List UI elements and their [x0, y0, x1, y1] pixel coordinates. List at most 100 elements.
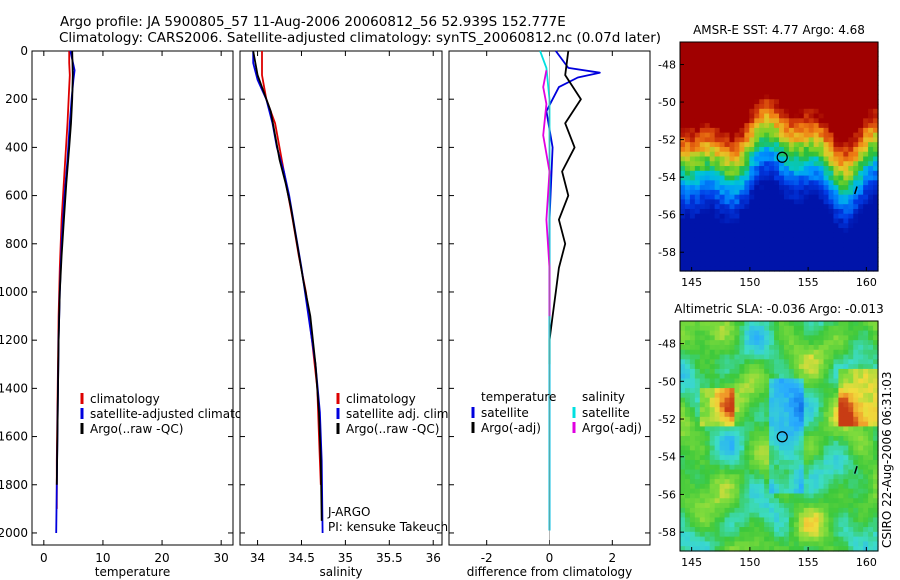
map-cell	[774, 527, 780, 533]
map-cell	[694, 392, 701, 399]
map-cell	[873, 512, 879, 519]
map-cell	[754, 402, 760, 408]
map-cell	[749, 151, 755, 158]
map-cell	[863, 237, 869, 243]
map-cell	[684, 507, 691, 514]
map-cell	[838, 330, 844, 336]
map-cell	[779, 436, 785, 442]
map-cell	[714, 488, 721, 495]
map-cell	[793, 474, 800, 480]
map-cell	[724, 488, 731, 495]
map-cell	[843, 189, 849, 196]
map-cell	[680, 445, 686, 451]
map-cell	[838, 488, 844, 495]
map-cell	[788, 378, 795, 384]
map-cell	[853, 142, 859, 148]
map-cell	[764, 402, 770, 408]
map-cell	[769, 218, 775, 224]
map-cell	[754, 75, 760, 81]
map-cell	[873, 204, 879, 210]
map-cell	[813, 364, 820, 370]
map-cell	[709, 104, 716, 110]
map-cell	[724, 142, 731, 148]
map-cell	[779, 251, 785, 258]
map-cell	[779, 108, 785, 115]
map-cell	[838, 228, 844, 234]
map-cell	[779, 421, 785, 428]
map-cell	[788, 156, 795, 162]
map-cell	[823, 146, 830, 153]
map-cell	[704, 392, 711, 399]
map-cell	[793, 503, 800, 509]
map-cell	[739, 204, 745, 210]
map-y-tick-label: -48	[658, 59, 676, 72]
map-cell	[764, 137, 770, 143]
map-cell	[788, 503, 795, 509]
map-cell	[818, 536, 825, 543]
map-cell	[853, 459, 859, 466]
map-cell	[680, 483, 686, 490]
map-cell	[848, 483, 854, 490]
map-cell	[749, 426, 755, 432]
map-cell	[793, 46, 800, 53]
map-cell	[744, 151, 750, 158]
map-cell	[793, 383, 800, 389]
map-cell	[734, 388, 740, 394]
map-cell	[699, 531, 706, 538]
map-cell	[719, 459, 726, 466]
map-cell	[848, 232, 854, 239]
map-cell	[774, 175, 780, 181]
map-cell	[808, 75, 815, 81]
map-cell	[818, 132, 825, 139]
map-cell	[833, 180, 839, 186]
map-cell	[739, 421, 745, 428]
map-cell	[764, 522, 770, 528]
map-cell	[714, 364, 721, 370]
map-cell	[724, 354, 731, 360]
map-cell	[828, 170, 835, 177]
map-cell	[689, 373, 696, 380]
map-cell	[798, 266, 805, 272]
map-cell	[744, 51, 750, 57]
map-cell	[863, 426, 869, 432]
map-cell	[754, 123, 760, 129]
map-cell	[818, 180, 825, 186]
map-cell	[709, 541, 716, 547]
map-cell	[744, 522, 750, 528]
map-cell	[769, 237, 775, 243]
map-cell	[808, 104, 815, 110]
map-cell	[848, 407, 854, 413]
map-cell	[764, 407, 770, 413]
map-cell	[749, 546, 755, 552]
map-cell	[704, 189, 711, 196]
map-cell	[774, 118, 780, 124]
map-cell	[858, 364, 864, 370]
map-cell	[818, 440, 825, 447]
map-cell	[833, 455, 839, 461]
map-cell	[828, 517, 835, 523]
map-cell	[873, 127, 879, 134]
map-cell	[783, 199, 790, 205]
map-cell	[769, 541, 775, 547]
map-cell	[833, 218, 839, 224]
map-cell	[798, 61, 805, 67]
map-cell	[838, 46, 844, 53]
map-cell	[739, 223, 745, 229]
map-cell	[714, 512, 721, 519]
map-cell	[689, 335, 696, 341]
map-cell	[803, 512, 810, 519]
map-cell	[744, 416, 750, 423]
map-cell	[803, 546, 810, 552]
map-cell	[729, 402, 736, 408]
map-cell	[704, 46, 711, 53]
map-cell	[764, 536, 770, 543]
map-cell	[838, 104, 844, 110]
map-cell	[783, 469, 790, 475]
map-cell	[828, 204, 835, 210]
map-cell	[689, 180, 696, 186]
map-cell	[853, 228, 859, 234]
map-cell	[739, 541, 745, 547]
map-cell	[793, 407, 800, 413]
map-cell	[734, 512, 740, 519]
map-cell	[838, 522, 844, 528]
